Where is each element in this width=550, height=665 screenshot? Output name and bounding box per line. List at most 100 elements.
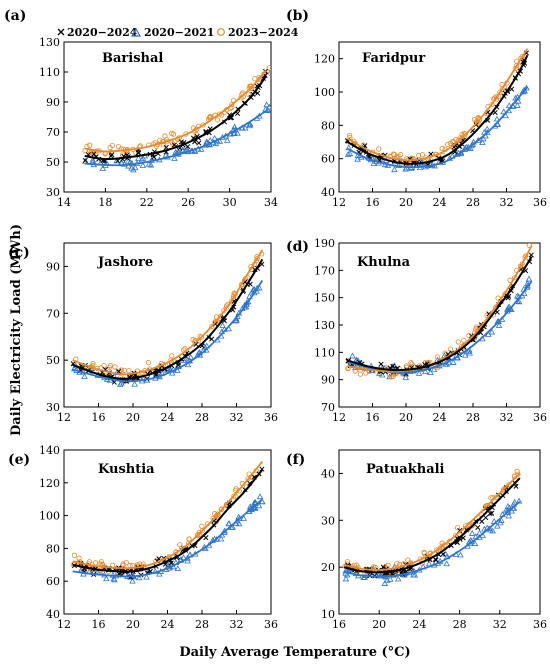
point-late (109, 142, 115, 149)
point-late (506, 482, 512, 488)
point-early (217, 535, 225, 542)
point-all (528, 252, 534, 258)
y-tick-label: 50 (46, 156, 60, 169)
point-late (416, 152, 422, 159)
x-tick-label: 28 (195, 618, 209, 631)
x-tick-label: 24 (433, 196, 447, 209)
panel-barishal: 14 18 22 26 30 34 30 50 70 90 110 130 (a) Barishal (4, 8, 278, 209)
point-late (471, 116, 478, 123)
fit-curve-late (72, 249, 264, 376)
point-early (391, 166, 398, 173)
point-late (200, 122, 206, 128)
x-tick-label: 24 (433, 411, 447, 424)
plot-frame (63, 449, 272, 615)
legend-label-2020-2024: 2020−2024 (67, 26, 138, 39)
y-tick-label: 60 (321, 153, 335, 166)
point-early (504, 503, 512, 509)
point-early (481, 525, 488, 532)
y-tick-label: 30 (321, 514, 335, 527)
city-label: Khulna (357, 255, 411, 270)
legend-label-2020-2021: 2020−2021 (144, 26, 214, 39)
point-early (110, 575, 118, 582)
point-late (145, 359, 151, 366)
x-tick-label: 28 (453, 618, 467, 631)
point-early (495, 322, 503, 328)
point-early (255, 502, 263, 509)
x-tick-label: 28 (195, 411, 209, 424)
point-late (409, 361, 415, 367)
panel-faridpur: 12 16 20 24 28 32 36 40 60 80 100 120 (b) Faridpur (286, 8, 547, 209)
point-late (76, 555, 82, 561)
point-all (473, 518, 479, 524)
y-tick-label: 80 (46, 542, 60, 555)
point-early (230, 130, 238, 136)
point-early (143, 573, 150, 580)
x-tick-label: 32 (500, 411, 514, 424)
point-early (342, 575, 350, 582)
y-axis-label: Daily Electricity Load (MWh) (9, 224, 24, 436)
point-late (245, 91, 252, 97)
point-early (344, 151, 352, 157)
x-tick-label: 22 (140, 196, 154, 209)
x-tick-label: 32 (230, 411, 244, 424)
point-early (147, 161, 155, 168)
y-tick-label: 10 (321, 608, 335, 621)
point-early (171, 155, 178, 161)
point-late (514, 468, 520, 474)
point-early (121, 160, 128, 167)
x-tick-label: 24 (412, 618, 426, 631)
y-tick-label: 70 (46, 307, 60, 320)
point-late (477, 116, 483, 122)
x-tick-label: 36 (533, 411, 547, 424)
x-tick-label: 28 (466, 411, 480, 424)
point-late (218, 506, 224, 513)
panel-label: (e) (8, 452, 30, 468)
x-tick-label: 20 (399, 196, 413, 209)
point-late (469, 523, 475, 529)
point-late (199, 523, 205, 529)
point-late (198, 334, 205, 340)
scatter-points (342, 468, 523, 586)
point-late (370, 564, 377, 570)
point-late (376, 146, 382, 152)
point-late (445, 141, 451, 148)
point-late (212, 511, 218, 517)
point-late (347, 132, 353, 138)
city-label: Jashore (97, 255, 153, 270)
legend-marker-2023-2024 (217, 28, 225, 36)
point-early (174, 565, 182, 572)
panel-patuakhali: 16 20 24 28 32 36 10 20 30 40 (f) Patuakhali (286, 449, 547, 631)
point-late (357, 371, 364, 377)
point-all (178, 139, 184, 145)
x-tick-label: 20 (372, 618, 386, 631)
fit-curve-all (84, 75, 267, 161)
point-all (185, 144, 191, 150)
x-tick-label: 16 (332, 618, 346, 631)
point-all (135, 149, 141, 155)
fit-curve-all (346, 54, 529, 165)
point-early (103, 575, 110, 582)
panel-label: (f) (286, 452, 305, 468)
x-tick-label: 30 (223, 196, 237, 209)
point-all (168, 560, 174, 566)
point-early (381, 580, 389, 586)
point-late (493, 494, 499, 500)
point-early (427, 369, 434, 375)
y-tick-label: 110 (314, 346, 335, 359)
fit-curve-all (72, 469, 264, 573)
x-tick-label: 26 (181, 196, 195, 209)
point-late (112, 364, 118, 370)
panel-jashore: 12 16 20 24 28 32 36 30 50 70 90 (c) Jashore (8, 242, 278, 424)
fit-curve-late (347, 245, 533, 373)
point-early (249, 287, 256, 294)
point-early (243, 301, 250, 308)
point-all (209, 336, 215, 342)
point-late (209, 323, 215, 329)
x-tick-label: 28 (466, 196, 480, 209)
y-tick-label: 80 (321, 119, 335, 132)
point-all (82, 157, 88, 163)
point-late (223, 305, 229, 311)
point-early (70, 365, 78, 372)
city-label: Patuakhali (366, 462, 445, 477)
